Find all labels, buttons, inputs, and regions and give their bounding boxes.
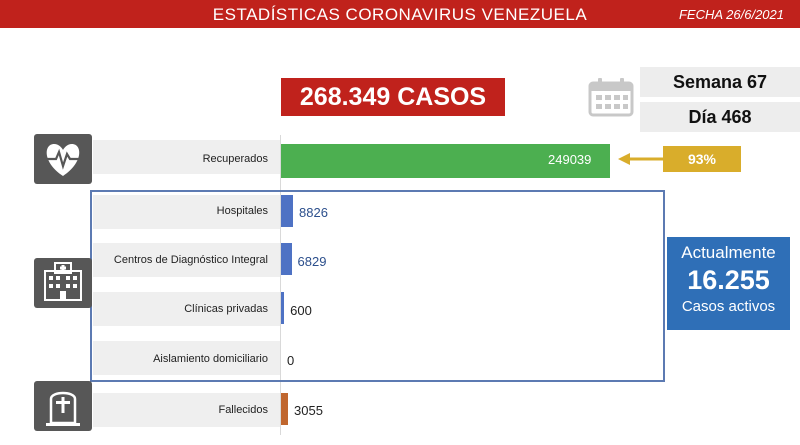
week-box: Semana 67 [640,67,800,97]
bar-3 [281,292,285,324]
calendar-icon [588,78,634,117]
value-label: 600 [290,303,312,318]
row-bg-aislamiento [93,341,281,375]
category-label: Aislamiento domiciliario [153,353,268,365]
total-cases-badge: 268.349 CASOS [281,78,505,116]
category-label: Hospitales [216,205,268,217]
active-cases-box: Actualmente 16.255 Casos activos [667,237,790,330]
day-box: Día 468 [640,102,800,132]
value-label: 0 [287,353,295,368]
report-date: FECHA 26/6/2021 [678,7,784,22]
bar-0 [281,144,610,178]
value-label: 8826 [299,205,328,220]
chart-axis [280,135,281,435]
recovered-percent-badge: 93% [663,146,741,172]
row-bg-clinicas [93,292,281,326]
arrow-left-icon [618,153,664,165]
value-label: 249039 [548,152,592,167]
active-cases-caption: Actualmente [681,243,776,262]
value-label: 3055 [294,403,323,418]
bar-1 [281,195,293,227]
hospitalized-frame [90,190,665,382]
row-bg-cdi [93,243,281,277]
bar-2 [281,243,292,275]
active-cases-value: 16.255 [687,265,770,295]
row-bg-recuperados [93,140,281,174]
header-bar: ESTADÍSTICAS CORONAVIRUS VENEZUELA FECHA… [0,0,800,28]
category-label: Clínicas privadas [184,303,268,315]
category-label: Recuperados [202,153,268,165]
bar-5 [281,393,289,425]
active-cases-label: Casos activos [681,298,776,315]
value-label: 6829 [297,254,327,269]
heart-pulse-icon [34,134,92,184]
page-title: ESTADÍSTICAS CORONAVIRUS VENEZUELA [212,5,588,24]
row-bg-fallecidos [93,393,281,427]
category-label: Centros de Diagnóstico Integral [113,254,268,266]
row-bg-hospitales [93,195,281,229]
tombstone-icon [34,381,92,431]
hospital-icon [34,258,92,308]
category-label: Fallecidos [218,404,268,416]
